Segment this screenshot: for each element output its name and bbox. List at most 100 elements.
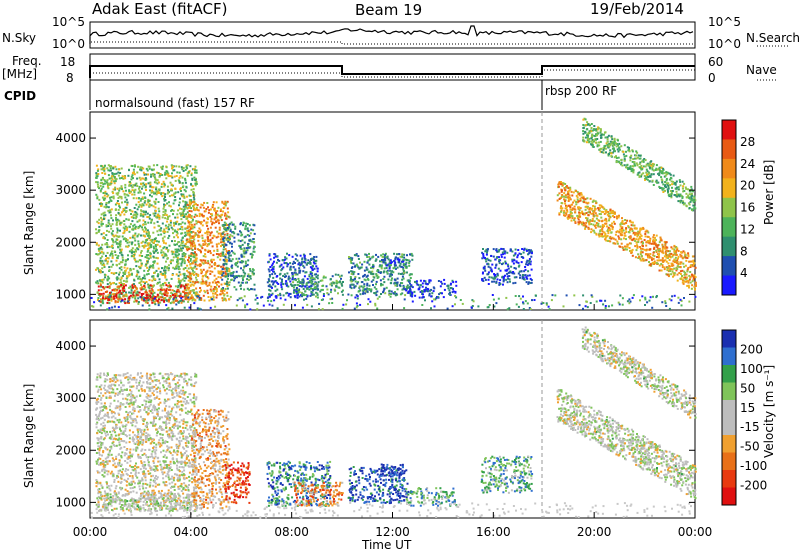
- scatter-cell: [365, 266, 368, 269]
- scatter-cell: [144, 213, 147, 216]
- scatter-cell: [141, 278, 143, 281]
- scatter-cell: [181, 195, 184, 198]
- scatter-cell: [125, 198, 128, 201]
- scatter-cell: [313, 262, 316, 265]
- scatter-cell: [207, 243, 209, 246]
- scatter-cell: [570, 214, 573, 217]
- scatter-cell: [424, 282, 427, 285]
- scatter-cell: [128, 250, 131, 253]
- scatter-cell: [516, 256, 519, 259]
- scatter-cell: [530, 281, 533, 284]
- scatter-cell: [195, 272, 198, 275]
- scatter-cell: [224, 270, 227, 273]
- scatter-cell: [188, 273, 191, 276]
- scatter-cell: [363, 260, 366, 263]
- scatter-cell: [137, 294, 140, 297]
- scatter-cell: [202, 214, 205, 217]
- scatter-cell: [611, 225, 614, 228]
- scatter-cell: [102, 183, 105, 186]
- scatter-cell: [177, 262, 180, 265]
- scatter-cell: [582, 222, 585, 225]
- scatter-cell: [611, 228, 614, 231]
- scatter-cell: [200, 299, 203, 301]
- scatter-cell: [341, 293, 344, 296]
- scatter-cell: [187, 288, 190, 291]
- scatter-cell: [211, 245, 214, 248]
- scatter-cell: [194, 182, 197, 185]
- scatter-cell: [190, 207, 193, 210]
- scatter-cell: [493, 273, 496, 275]
- scatter-cell: [687, 266, 690, 269]
- scatter-cell: [568, 197, 571, 200]
- scatter-cell: [215, 236, 218, 239]
- scatter-cell: [154, 202, 157, 205]
- scatter-cell: [419, 279, 422, 282]
- scatter-cell: [644, 259, 647, 262]
- scatter-cell: [116, 235, 119, 238]
- scatter-cell: [187, 248, 190, 250]
- scatter-cell: [409, 290, 412, 293]
- scatter-cell: [144, 199, 147, 202]
- scatter-cell: [221, 213, 224, 216]
- scatter-cell: [652, 184, 655, 186]
- scatter-cell: [560, 190, 563, 193]
- scatter-cell: [117, 287, 120, 290]
- scatter-cell: [237, 233, 240, 236]
- scatter-cell: [145, 189, 147, 191]
- scatter-cell: [216, 210, 219, 213]
- scatter-cell: [197, 239, 200, 242]
- scatter-cell: [363, 285, 366, 288]
- scatter-cell: [402, 273, 405, 276]
- scatter-cell: [491, 270, 493, 273]
- scatter-cell: [202, 255, 205, 258]
- scatter-cell: [167, 249, 170, 252]
- scatter-cell: [195, 220, 198, 223]
- scatter-cell: [189, 272, 192, 275]
- scatter-cell: [209, 232, 212, 235]
- scatter-cell: [151, 289, 154, 292]
- scatter-cell: [177, 274, 180, 277]
- scatter-cell: [273, 260, 275, 263]
- scatter-cell: [185, 289, 188, 292]
- scatter-cell: [216, 219, 219, 222]
- scatter-cell: [306, 277, 309, 280]
- scatter-cell: [297, 293, 299, 296]
- scatter-cell: [601, 230, 604, 233]
- scatter-cell: [189, 277, 192, 280]
- scatter-cell: [498, 262, 501, 265]
- scatter-cell: [184, 277, 187, 280]
- scatter-cell: [372, 267, 375, 270]
- scatter-cell: [226, 227, 229, 229]
- scatter-cell: [597, 224, 599, 227]
- scatter-cell: [376, 270, 379, 273]
- scatter-cell: [195, 171, 198, 174]
- scatter-cell: [638, 237, 641, 239]
- scatter-cell: [511, 250, 514, 253]
- scatter-cell: [143, 285, 146, 288]
- scatter-cell: [588, 223, 591, 226]
- scatter-cell: [562, 182, 565, 185]
- scatter-cell: [376, 290, 379, 293]
- scatter-cell: [99, 184, 102, 187]
- scatter-cell: [667, 250, 670, 253]
- scatter-cell: [103, 194, 106, 197]
- scatter-cell: [670, 262, 673, 265]
- scatter-cell: [99, 259, 102, 262]
- scatter-cell: [185, 295, 188, 298]
- scatter-cell: [207, 236, 209, 239]
- scatter-cell: [193, 291, 196, 294]
- scatter-cell: [137, 271, 140, 274]
- scatter-cell: [107, 221, 110, 224]
- scatter-cell: [609, 240, 612, 243]
- scatter-cell: [406, 287, 408, 290]
- scatter-cell: [501, 263, 503, 266]
- scatter-cell: [179, 248, 182, 251]
- scatter-cell: [146, 169, 149, 172]
- scatter-cell: [282, 275, 285, 277]
- scatter-cell: [299, 254, 302, 257]
- scatter-cell: [252, 247, 255, 250]
- scatter-cell: [601, 226, 604, 229]
- scatter-cell: [621, 221, 624, 224]
- scatter-cell: [107, 206, 110, 209]
- scatter-cell: [667, 191, 669, 194]
